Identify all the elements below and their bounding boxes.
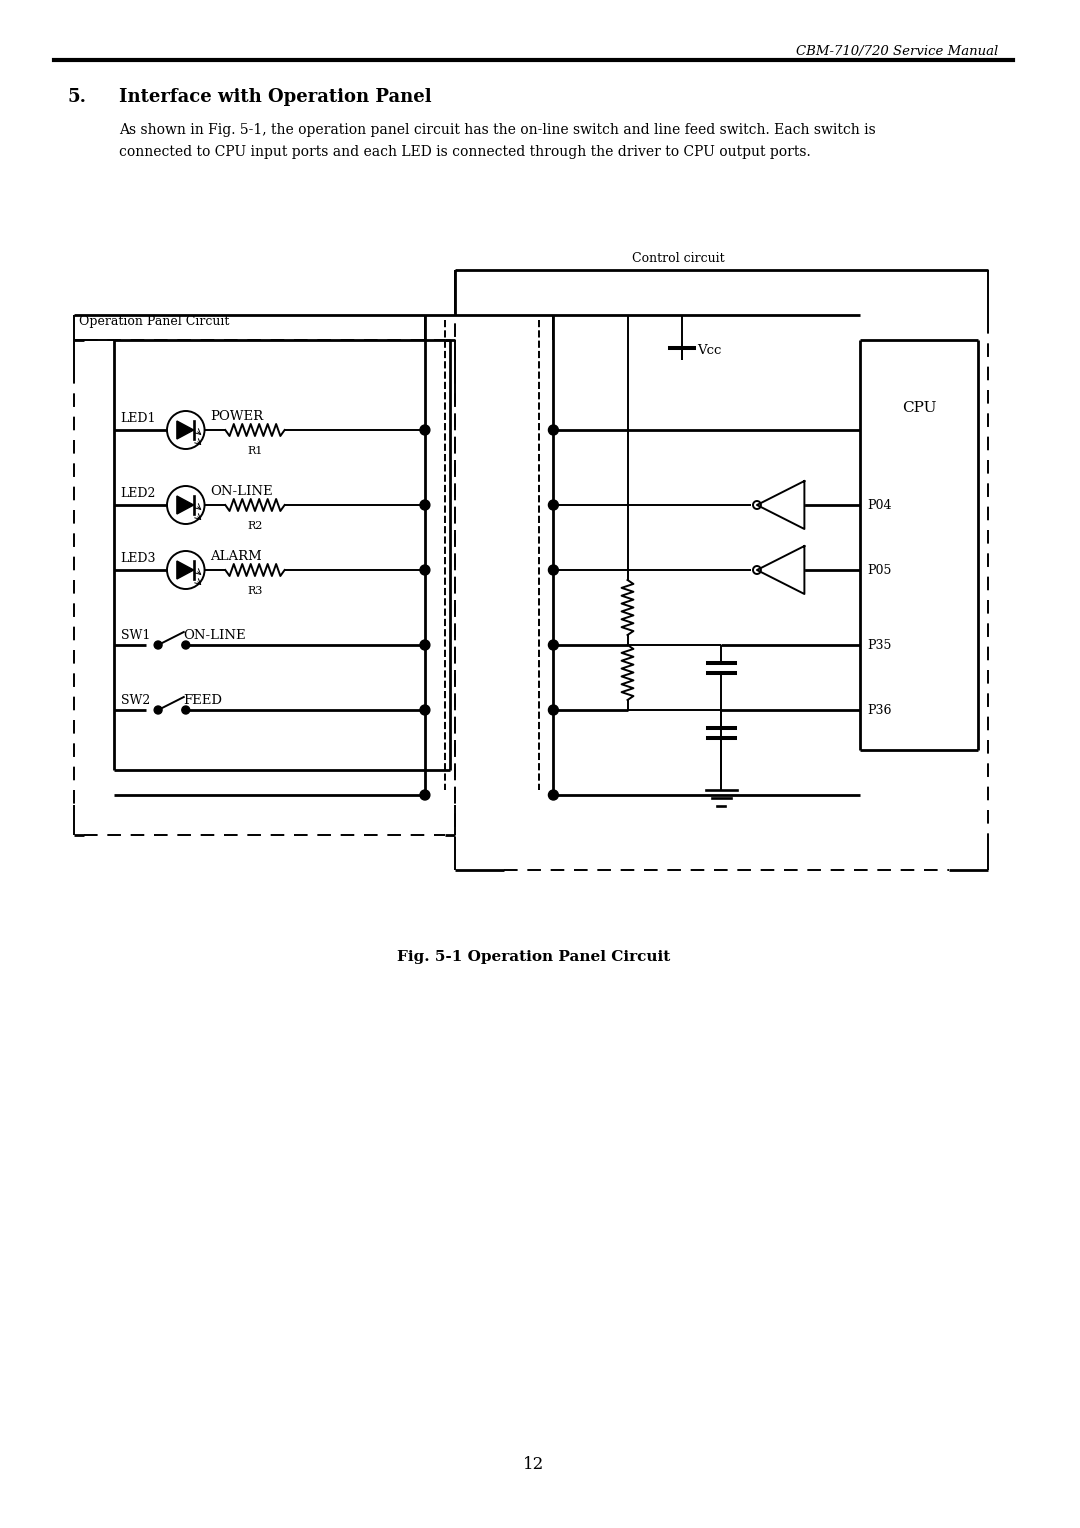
Text: Vcc: Vcc (697, 344, 721, 356)
Text: FEED: FEED (183, 694, 221, 706)
Circle shape (549, 704, 558, 715)
Text: LED2: LED2 (121, 486, 156, 500)
Circle shape (420, 425, 430, 435)
Text: 5.: 5. (67, 89, 86, 105)
Polygon shape (177, 422, 193, 439)
Text: R2: R2 (247, 521, 262, 532)
Circle shape (181, 706, 190, 714)
Text: Control circuit: Control circuit (633, 252, 725, 264)
Text: CBM-710/720 Service Manual: CBM-710/720 Service Manual (796, 44, 998, 58)
Text: R1: R1 (247, 446, 262, 455)
Circle shape (154, 642, 162, 649)
Circle shape (420, 790, 430, 801)
Circle shape (181, 642, 190, 649)
Text: As shown in Fig. 5-1, the operation panel circuit has the on-line switch and lin: As shown in Fig. 5-1, the operation pane… (119, 122, 875, 138)
Circle shape (549, 425, 558, 435)
Polygon shape (757, 545, 805, 594)
Text: SW2: SW2 (121, 694, 150, 706)
Text: LED3: LED3 (121, 552, 156, 564)
Text: SW1: SW1 (121, 628, 150, 642)
Text: Fig. 5-1 Operation Panel Circuit: Fig. 5-1 Operation Panel Circuit (397, 950, 671, 964)
Text: ALARM: ALARM (211, 550, 262, 562)
Circle shape (549, 565, 558, 575)
Text: connected to CPU input ports and each LED is connected through the driver to CPU: connected to CPU input ports and each LE… (119, 145, 810, 159)
Text: ON-LINE: ON-LINE (183, 628, 245, 642)
Text: P05: P05 (867, 564, 892, 576)
Polygon shape (177, 561, 193, 579)
Text: P36: P36 (867, 703, 892, 717)
Circle shape (420, 500, 430, 510)
Circle shape (154, 706, 162, 714)
Text: ON-LINE: ON-LINE (211, 484, 273, 498)
Circle shape (549, 790, 558, 801)
Polygon shape (757, 481, 805, 529)
Circle shape (420, 565, 430, 575)
Circle shape (549, 500, 558, 510)
Text: Operation Panel Circuit: Operation Panel Circuit (79, 315, 229, 329)
Circle shape (420, 640, 430, 649)
Text: CPU: CPU (902, 400, 936, 414)
Polygon shape (177, 497, 193, 513)
Circle shape (549, 640, 558, 649)
Text: LED1: LED1 (121, 411, 156, 425)
Circle shape (420, 704, 430, 715)
Text: R3: R3 (247, 587, 262, 596)
Text: P35: P35 (867, 639, 892, 651)
Text: Interface with Operation Panel: Interface with Operation Panel (119, 89, 431, 105)
Text: POWER: POWER (211, 410, 264, 423)
Text: 12: 12 (523, 1456, 544, 1473)
Text: P04: P04 (867, 498, 892, 512)
